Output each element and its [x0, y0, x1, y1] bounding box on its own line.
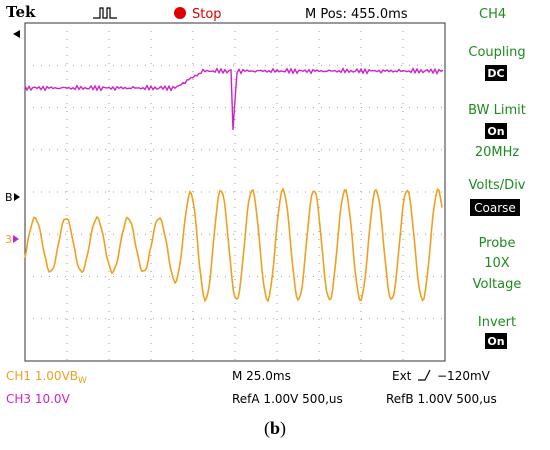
probe-label[interactable]: Probe [479, 236, 516, 251]
trigger-pulse-icon [93, 7, 117, 19]
ref-b-marker: B [5, 191, 13, 204]
run-state: Stop [192, 7, 222, 22]
oscilloscope-display: B 3 Tek Stop M Pos: 455.0ms CH4 Coupling… [5, 3, 526, 406]
volts-value: Coarse [474, 201, 516, 215]
ch1-trace [24, 187, 443, 303]
bw-value-box [485, 123, 507, 139]
ch3-arrow-icon [13, 235, 19, 243]
graticule-grid [25, 23, 445, 361]
trigger-position-marker [13, 30, 20, 38]
timebase-readout: M 25.0ms [232, 369, 291, 383]
bw-limit-label[interactable]: BW Limit [468, 103, 526, 118]
rising-edge-icon [418, 369, 431, 381]
invert-label[interactable]: Invert [478, 315, 516, 330]
ref-b-readout: RefB 1.00V 500,us [386, 392, 497, 406]
figure-caption: (b) [263, 418, 286, 438]
invert-value: On [487, 335, 504, 348]
bw-value: On [487, 125, 504, 138]
volts-value-box [470, 199, 520, 216]
trigger-level: −120mV [437, 369, 491, 383]
coupling-value-box [485, 65, 507, 81]
volts-div-label[interactable]: Volts/Div [468, 178, 525, 193]
coupling-label[interactable]: Coupling [468, 45, 525, 60]
ch1-bw-suffix: W [78, 376, 87, 386]
channel-title: CH4 [479, 7, 506, 22]
ch1-scale: CH1 1.00VBW [6, 369, 87, 386]
brand-logo: Tek [6, 3, 36, 21]
ch3-scale: CH3 10.0V [6, 392, 71, 406]
coupling-value: DC [487, 67, 504, 80]
ch3-marker: 3 [5, 233, 12, 246]
ch3-trace [24, 67, 444, 131]
ref-a-readout: RefA 1.00V 500,us [232, 392, 343, 406]
ref-b-arrow-icon [14, 193, 20, 201]
m-pos-readout: M Pos: 455.0ms [305, 7, 408, 22]
probe-value: 10X [484, 256, 510, 271]
caption-letter: b [269, 418, 280, 438]
trigger-source: Ext [392, 369, 412, 383]
bw-frequency: 20MHz [475, 145, 520, 160]
invert-value-box [485, 333, 507, 349]
stop-indicator-icon [174, 7, 186, 19]
probe-type: Voltage [473, 277, 522, 292]
